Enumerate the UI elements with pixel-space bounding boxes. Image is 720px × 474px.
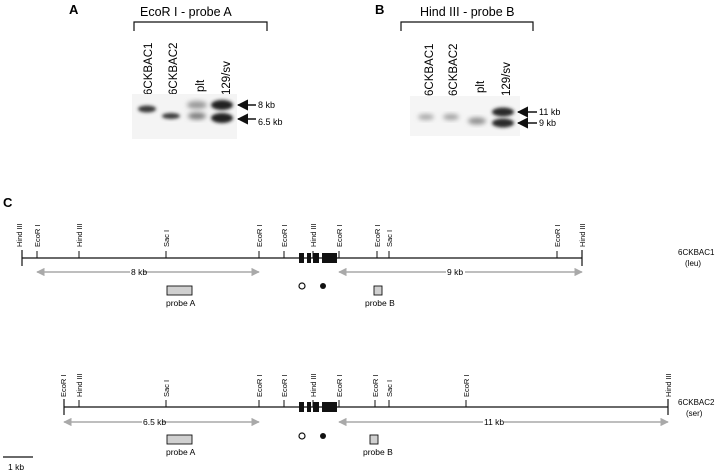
exon-block [313,253,319,263]
exon-block [322,253,337,263]
panel-a-band [211,113,233,123]
panel-a-band [187,101,207,109]
map-2-probe-a-label: probe A [166,447,196,457]
map-1-clone-name: 6CKBAC1 [678,248,715,257]
panel-a-lane-4: 129/sv [221,61,233,95]
map-2-clone-name: 6CKBAC2 [678,398,715,407]
map-2-site: EcoR I [59,374,68,397]
panel-a-lane-1: 6CKBAC1 [143,43,155,95]
panel-a-marker-lower: 6.5 kb [258,117,283,127]
map-2-site: Hind III [664,373,673,397]
panel-b-lane-4: 129/sv [501,62,513,96]
map-1-site: Sac I [162,230,171,247]
panel-b-lane-3: plt [475,80,487,93]
filled-circle-marker [320,433,326,439]
panel-b-lane-1: 6CKBAC1 [424,44,436,96]
panel-b-band [468,117,486,125]
map-2-site: EcoR I [462,374,471,397]
panel-b-marker-upper: 11 kb [539,107,560,117]
map-1-site: EcoR I [373,224,382,247]
map-2-distance-right: 11 kb [484,417,504,427]
panel-b: B Hind III - probe B 6CKBAC1 6CKBAC2 plt… [375,2,560,136]
exon-block [307,253,311,263]
map-1-distance-right: 9 kb [447,267,463,277]
map-2-site: Sac I [162,380,171,397]
panel-a-band [138,105,156,113]
map-1-site: EcoR I [255,224,264,247]
map-2-site: EcoR I [255,374,264,397]
exon-block [299,253,304,263]
scale-bar-label: 1 kb [8,462,24,472]
map-1-exons [299,253,337,263]
panel-a-marker-upper: 8 kb [258,100,275,110]
map-1-distance-left: 8 kb [131,267,147,277]
panel-b-band [418,114,434,120]
panel-b-band [492,107,514,117]
probe-b-box [369,434,379,445]
open-circle-marker [298,282,306,290]
map-2-probe-b-label: probe B [363,447,393,457]
map-1-site: EcoR I [553,224,562,247]
map-2-exons [299,402,337,412]
map-1-site: EcoR I [280,224,289,247]
map-2-site: Sac I [385,380,394,397]
exon-block [313,402,319,412]
map-1-probe-a-label: probe A [166,298,196,308]
map-2-site: Hind III [75,373,84,397]
map-1-site: Hind III [309,223,318,247]
panel-a-band [188,112,206,120]
map-2-distance-left: 6.5 kb [143,417,166,427]
panel-a-bracket [133,21,268,31]
panel-b-title: Hind III - probe B [420,5,515,19]
map-2-site: EcoR I [280,374,289,397]
map-1-site: Hind III [578,223,587,247]
map-1-site: EcoR I [33,224,42,247]
map-2-site: EcoR I [371,374,380,397]
map-1-probe-b-label: probe B [365,298,395,308]
map-1-site: Hind III [15,223,24,247]
panel-a-title: EcoR I - probe A [140,5,232,19]
panel-letter-b: B [375,2,384,17]
panel-a-band [211,100,233,110]
map-1-allele: (leu) [685,259,701,268]
panel-a-band [162,113,180,119]
exon-block [307,402,311,412]
probe-a-box [166,434,193,445]
exon-block [299,402,304,412]
panel-b-band [492,118,514,128]
restriction-map-6ckbac2: EcoR I Hind III Sac I EcoR I EcoR I Hind… [59,373,715,457]
map-1-site: EcoR I [335,224,344,247]
panel-b-marker-lower: 9 kb [539,118,556,128]
panel-a-lane-2: 6CKBAC2 [168,43,180,95]
probe-b-box [373,285,383,296]
panel-a-lane-3: plt [195,79,207,92]
panel-letter-c: C [3,195,13,210]
probe-a-box [166,285,193,296]
panel-letter-a: A [69,2,79,17]
filled-circle-marker [320,283,326,289]
restriction-map-6ckbac1: Hind III EcoR I Hind III Sac I EcoR I Ec… [15,223,715,308]
map-1-sites: Hind III EcoR I Hind III Sac I EcoR I Ec… [15,223,587,258]
open-circle-marker [298,432,306,440]
exon-block [322,402,337,412]
panel-b-lane-2: 6CKBAC2 [448,44,460,96]
map-2-site: EcoR I [335,374,344,397]
map-1-site: Hind III [75,223,84,247]
panel-a: A EcoR I - probe A 6CKBAC1 6CKBAC2 plt 1… [69,2,283,139]
map-2-sites: EcoR I Hind III Sac I EcoR I EcoR I Hind… [59,373,673,407]
map-2-allele: (ser) [686,409,703,418]
panel-b-bracket [400,21,534,31]
panel-b-band [443,114,459,120]
map-2-site: Hind III [309,373,318,397]
map-1-site: Sac I [385,230,394,247]
